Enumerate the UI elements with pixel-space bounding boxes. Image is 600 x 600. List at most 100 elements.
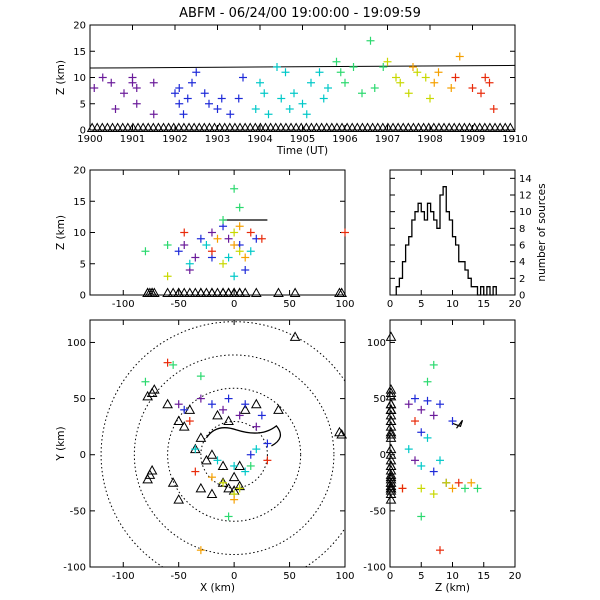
station-marker	[96, 122, 108, 132]
outline-contour	[205, 424, 282, 447]
station-marker	[178, 287, 190, 297]
station-marker	[453, 122, 465, 132]
data-point	[442, 478, 451, 487]
x-tick-label: 1903	[205, 134, 230, 145]
data-point	[436, 456, 444, 465]
station-marker	[184, 287, 196, 297]
y-tick-label: 15	[73, 47, 86, 58]
x-tick-label: -50	[171, 571, 187, 582]
station-marker	[385, 449, 397, 459]
data-point	[241, 266, 250, 274]
x-tick-label: 1901	[120, 134, 145, 145]
station-marker	[223, 415, 234, 426]
data-point	[226, 110, 235, 119]
station-marker	[142, 122, 154, 132]
data-point	[417, 484, 426, 493]
station-marker	[385, 404, 397, 414]
station-marker	[158, 122, 169, 132]
reference-line	[89, 64, 516, 69]
station-marker	[223, 482, 234, 493]
station-marker	[357, 122, 368, 132]
data-point	[332, 57, 341, 66]
x-axis-title: Z (km)	[435, 582, 470, 594]
data-point	[196, 394, 205, 403]
station-marker	[273, 404, 284, 414]
data-point	[141, 377, 150, 386]
data-point	[252, 445, 261, 454]
data-point	[183, 94, 192, 103]
station-marker	[212, 409, 223, 420]
data-point	[417, 405, 426, 414]
y-tick-label: 100	[367, 338, 386, 349]
data-point	[281, 68, 290, 77]
data-point	[246, 228, 255, 237]
data-point	[349, 63, 358, 71]
station-marker	[206, 287, 218, 297]
station-marker	[494, 122, 506, 132]
data-point	[224, 253, 233, 262]
data-point	[383, 57, 392, 66]
station-marker	[351, 122, 363, 132]
station-marker	[162, 398, 173, 409]
data-point	[430, 78, 439, 87]
data-point	[298, 99, 307, 108]
station-marker	[385, 426, 397, 437]
station-marker	[228, 471, 240, 482]
station-marker	[385, 331, 397, 341]
y-tick-label: -100	[63, 563, 86, 574]
station-marker	[385, 460, 397, 470]
x-tick-label: 5	[418, 299, 424, 310]
station-marker	[377, 122, 389, 132]
data-point	[213, 105, 222, 113]
y-tick-label: 4	[519, 257, 525, 268]
station-marker	[385, 471, 397, 482]
y-tick-label: 100	[67, 338, 86, 349]
data-point	[429, 467, 438, 476]
data-point	[411, 417, 419, 426]
data-point	[426, 94, 434, 103]
y-tick-label: 6	[519, 241, 525, 252]
station-marker	[289, 331, 301, 341]
station-marker	[142, 390, 154, 401]
station-marker	[489, 122, 501, 132]
data-point	[404, 445, 413, 454]
station-marker	[372, 122, 384, 132]
data-point	[241, 400, 250, 409]
station-marker	[499, 122, 511, 132]
data-point	[448, 484, 457, 493]
station-marker	[438, 122, 450, 132]
x-tick-label: 0	[231, 299, 237, 310]
data-point	[174, 247, 183, 256]
data-point	[477, 89, 485, 98]
data-point	[489, 105, 498, 113]
data-point	[404, 400, 413, 409]
y-tick-label: 50	[73, 394, 86, 405]
data-point	[107, 78, 116, 87]
station-marker	[290, 122, 302, 132]
station-marker	[385, 398, 397, 409]
data-point	[260, 89, 269, 98]
station-marker	[102, 122, 113, 132]
data-point	[230, 184, 239, 193]
station-marker	[183, 122, 195, 132]
y-tick-label: -50	[70, 506, 86, 517]
station-marker	[198, 122, 210, 132]
station-marker	[167, 287, 179, 297]
station-marker	[137, 122, 149, 132]
outline-contour	[452, 419, 464, 429]
station-marker	[385, 454, 397, 465]
station-marker	[178, 421, 190, 431]
data-point	[202, 241, 211, 249]
data-point	[324, 84, 332, 92]
data-point	[411, 456, 419, 465]
data-point	[454, 478, 463, 487]
station-marker	[385, 404, 397, 414]
data-point	[213, 234, 222, 243]
station-marker	[148, 384, 160, 394]
data-point	[429, 490, 438, 499]
station-marker	[239, 122, 251, 132]
x-tick-label: 0	[231, 571, 237, 582]
station-marker	[316, 122, 327, 132]
station-marker	[397, 122, 409, 132]
station-marker	[201, 287, 212, 297]
